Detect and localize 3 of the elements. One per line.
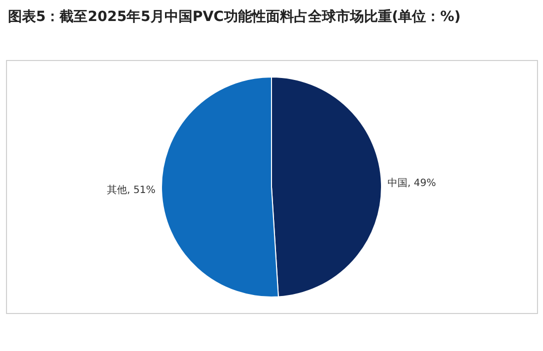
chart-title: 图表5：截至2025年5月中国PVC功能性面料占全球市场比重(单位：%) [8,8,462,27]
slice-label: 中国, 49% [387,176,436,189]
slice-label: 其他, 51% [106,184,156,196]
